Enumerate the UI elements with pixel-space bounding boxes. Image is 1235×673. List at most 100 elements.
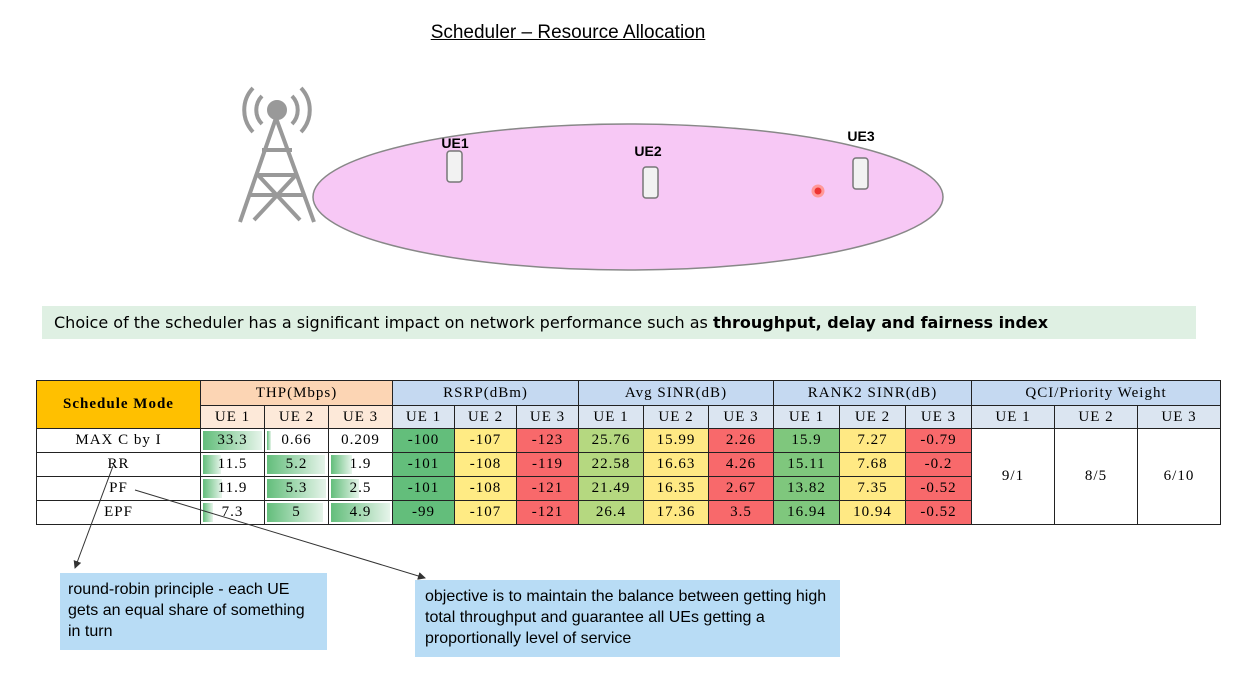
value-cell-text: 0.209 xyxy=(341,432,380,448)
value-cell-text: -99 xyxy=(412,504,435,520)
value-cell-text: -121 xyxy=(531,480,564,496)
column-header: UE 3 xyxy=(708,405,774,429)
value-cell-text: 7.27 xyxy=(857,432,888,448)
mode-cell-text: EPF xyxy=(104,504,133,520)
data-bar xyxy=(267,455,326,474)
value-cell-text: -123 xyxy=(531,432,564,448)
value-cell-text: -0.52 xyxy=(920,480,957,496)
note: objective is to maintain the balance bet… xyxy=(415,580,840,657)
qci-cell-text: 6/10 xyxy=(1163,468,1195,484)
pointer xyxy=(811,184,825,198)
column-header-text: UE 1 xyxy=(788,408,825,425)
column-header: UE 2 xyxy=(643,405,709,429)
value-cell: -101 xyxy=(392,476,455,501)
column-header-text: UE 3 xyxy=(529,408,566,425)
value-cell-text: 10.94 xyxy=(853,504,892,520)
column-header-text: UE 1 xyxy=(214,408,251,425)
value-cell-text: 2.67 xyxy=(725,480,757,496)
value-cell-text: 7.68 xyxy=(857,456,888,472)
column-header: UE 2 xyxy=(264,405,329,429)
tower xyxy=(238,86,316,223)
value-cell: 5 xyxy=(264,500,329,525)
value-cell: -0.52 xyxy=(905,476,972,501)
value-cell-text: -0.52 xyxy=(920,504,957,520)
value-cell-text: -108 xyxy=(469,456,502,472)
column-header-text: UE 2 xyxy=(854,408,891,425)
group-header-text: Avg SINR(dB) xyxy=(624,384,728,401)
group-header: RSRP(dBm) xyxy=(392,380,579,406)
banner-text: Choice of the scheduler has a significan… xyxy=(54,313,713,332)
value-cell: 7.27 xyxy=(839,428,906,453)
value-cell-text: 5.3 xyxy=(285,480,308,496)
column-header-text: UE 1 xyxy=(405,408,442,425)
corner-header: Schedule Mode xyxy=(36,380,201,429)
value-cell: 11.9 xyxy=(200,476,265,501)
value-cell: 3.5 xyxy=(708,500,774,525)
value-cell: 7.3 xyxy=(200,500,265,525)
mode-cell: MAX C by I xyxy=(36,428,201,453)
qci-cell: 9/1 xyxy=(971,428,1055,525)
value-cell-text: 26.4 xyxy=(595,504,627,520)
value-cell-text: 2.26 xyxy=(725,432,757,448)
value-cell-text: 3.5 xyxy=(730,504,752,520)
value-cell-text: 5.2 xyxy=(285,456,308,472)
value-cell: -101 xyxy=(392,452,455,477)
group-header: QCI/Priority Weight xyxy=(971,380,1221,406)
value-cell: 26.4 xyxy=(578,500,644,525)
corner-header-text: Schedule Mode xyxy=(63,396,174,412)
value-cell: 2.26 xyxy=(708,428,774,453)
mode-cell: EPF xyxy=(36,500,201,525)
value-cell: 15.99 xyxy=(643,428,709,453)
data-bar xyxy=(267,431,272,450)
value-cell: -108 xyxy=(454,452,517,477)
value-cell: 1.9 xyxy=(328,452,393,477)
value-cell-text: 13.82 xyxy=(787,480,826,496)
value-cell: 16.94 xyxy=(773,500,840,525)
column-header-text: UE 2 xyxy=(467,408,504,425)
column-header-text: UE 2 xyxy=(278,408,315,425)
value-cell-text: 15.99 xyxy=(656,432,696,448)
data-bar xyxy=(331,455,352,474)
value-cell-text: -119 xyxy=(532,456,563,472)
value-cell: 4.9 xyxy=(328,500,393,525)
value-cell: 13.82 xyxy=(773,476,840,501)
column-header-text: UE 2 xyxy=(1078,408,1114,425)
column-header: UE 1 xyxy=(773,405,840,429)
column-header: UE 3 xyxy=(1137,405,1221,429)
diagram: UE1 UE2 UE3 xyxy=(238,86,944,271)
column-header: UE 1 xyxy=(200,405,265,429)
value-cell-text: -0.79 xyxy=(920,432,957,448)
value-cell-text: 15.9 xyxy=(791,432,822,448)
column-header-text: UE 3 xyxy=(920,408,957,425)
column-header: UE 1 xyxy=(392,405,455,429)
column-header-text: UE 3 xyxy=(723,408,759,425)
group-header-text: RANK2 SINR(dB) xyxy=(807,384,938,401)
value-cell: 25.76 xyxy=(578,428,644,453)
value-cell: 4.26 xyxy=(708,452,774,477)
value-cell-text: 7.3 xyxy=(221,504,244,520)
column-header-text: UE 1 xyxy=(593,408,629,425)
value-cell-text: 7.35 xyxy=(857,480,888,496)
value-cell: -121 xyxy=(516,476,579,501)
value-cell-text: 25.76 xyxy=(591,432,631,448)
ue-label: UE3 xyxy=(847,128,874,144)
banner: Choice of the scheduler has a significan… xyxy=(42,306,1196,339)
column-header: UE 1 xyxy=(578,405,644,429)
data-bar xyxy=(203,503,214,522)
value-cell: -0.2 xyxy=(905,452,972,477)
value-cell: -121 xyxy=(516,500,579,525)
value-cell: -99 xyxy=(392,500,455,525)
value-cell: -119 xyxy=(516,452,579,477)
value-cell: -100 xyxy=(392,428,455,453)
value-cell: 5.2 xyxy=(264,452,329,477)
value-cell: 2.67 xyxy=(708,476,774,501)
value-cell-text: 17.36 xyxy=(656,504,696,520)
value-cell-text: 33.3 xyxy=(217,432,248,448)
qci-cell-text: 8/5 xyxy=(1084,468,1108,484)
value-cell: 15.9 xyxy=(773,428,840,453)
column-header: UE 2 xyxy=(454,405,517,429)
value-cell: 10.94 xyxy=(839,500,906,525)
column-header-text: UE 3 xyxy=(1161,408,1197,425)
coverage-area xyxy=(312,123,944,271)
